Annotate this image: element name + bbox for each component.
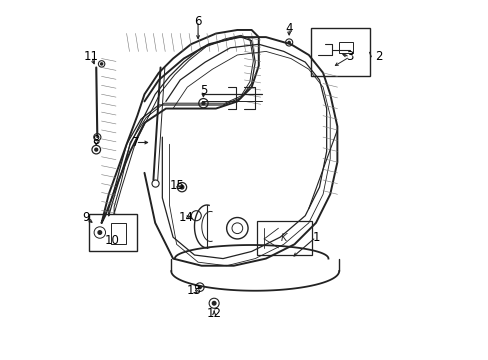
Text: 11: 11: [84, 50, 99, 63]
Bar: [310, 28, 369, 76]
Circle shape: [198, 286, 201, 289]
Text: 12: 12: [206, 307, 221, 320]
Text: 14: 14: [179, 211, 194, 224]
Text: 10: 10: [104, 234, 120, 247]
Circle shape: [101, 63, 102, 65]
Text: 9: 9: [81, 211, 89, 224]
Text: 4: 4: [285, 22, 292, 35]
Circle shape: [95, 148, 98, 151]
Bar: [257, 221, 312, 255]
Text: 5: 5: [199, 84, 207, 97]
Text: 2: 2: [374, 50, 382, 63]
Bar: [110, 223, 125, 244]
Circle shape: [180, 185, 183, 189]
Text: 7: 7: [132, 136, 139, 149]
Text: 6: 6: [194, 14, 202, 27]
Text: 3: 3: [346, 50, 353, 63]
Text: K: K: [280, 233, 286, 243]
Text: 15: 15: [169, 179, 183, 192]
Circle shape: [287, 41, 290, 44]
Text: 1: 1: [311, 231, 319, 244]
Circle shape: [98, 231, 102, 234]
Text: 8: 8: [92, 134, 100, 147]
Bar: [339, 42, 353, 53]
Text: 13: 13: [186, 284, 201, 297]
Circle shape: [202, 102, 204, 105]
Circle shape: [212, 301, 216, 305]
Bar: [89, 214, 137, 251]
